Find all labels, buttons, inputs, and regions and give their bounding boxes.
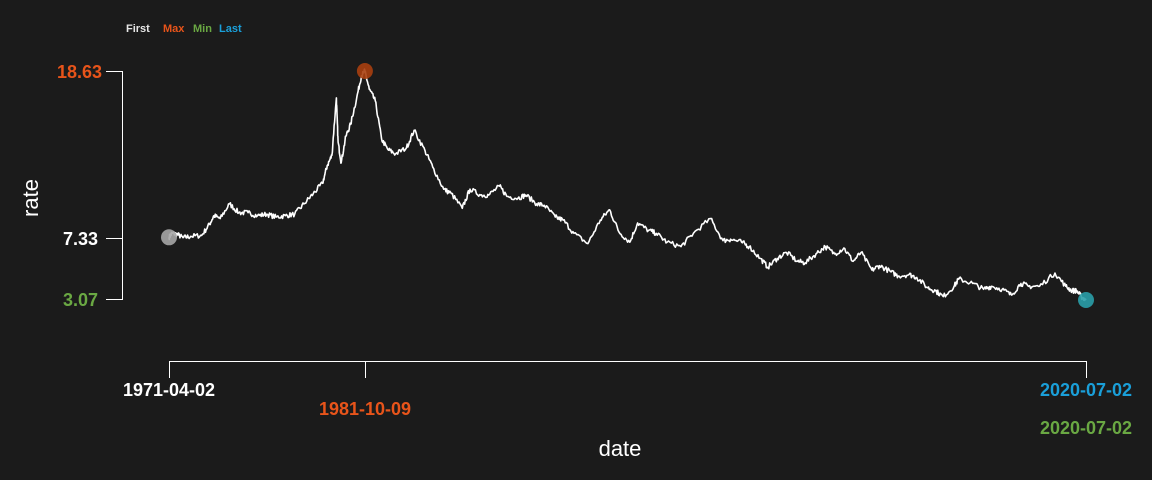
first-point-marker: [161, 229, 177, 246]
x-tick-label-first: 1971-04-02: [123, 380, 215, 400]
x-axis-title: date: [599, 436, 642, 461]
max-point-marker: [356, 63, 373, 79]
y-axis: [106, 71, 123, 300]
x-axis: [169, 361, 1087, 378]
plot-area: [161, 63, 1094, 308]
x-tick-label-max: 1981-10-09: [319, 399, 411, 419]
rate-series-line: [168, 68, 1087, 302]
x-tick-label-min: 2020-07-02: [1040, 418, 1132, 438]
legend-first: First: [126, 23, 150, 35]
y-tick-label-min: 3.07: [63, 290, 98, 310]
legend: First Max Min Last: [126, 23, 242, 35]
legend-max: Max: [163, 23, 185, 35]
legend-min: Min: [193, 23, 212, 35]
y-tick-label-first: 7.33: [63, 229, 98, 249]
legend-last: Last: [219, 23, 242, 35]
y-axis-title: rate: [18, 179, 43, 217]
x-tick-label-last: 2020-07-02: [1040, 380, 1132, 400]
last-point-marker: [1078, 292, 1094, 308]
y-tick-label-max: 18.63: [57, 62, 102, 82]
